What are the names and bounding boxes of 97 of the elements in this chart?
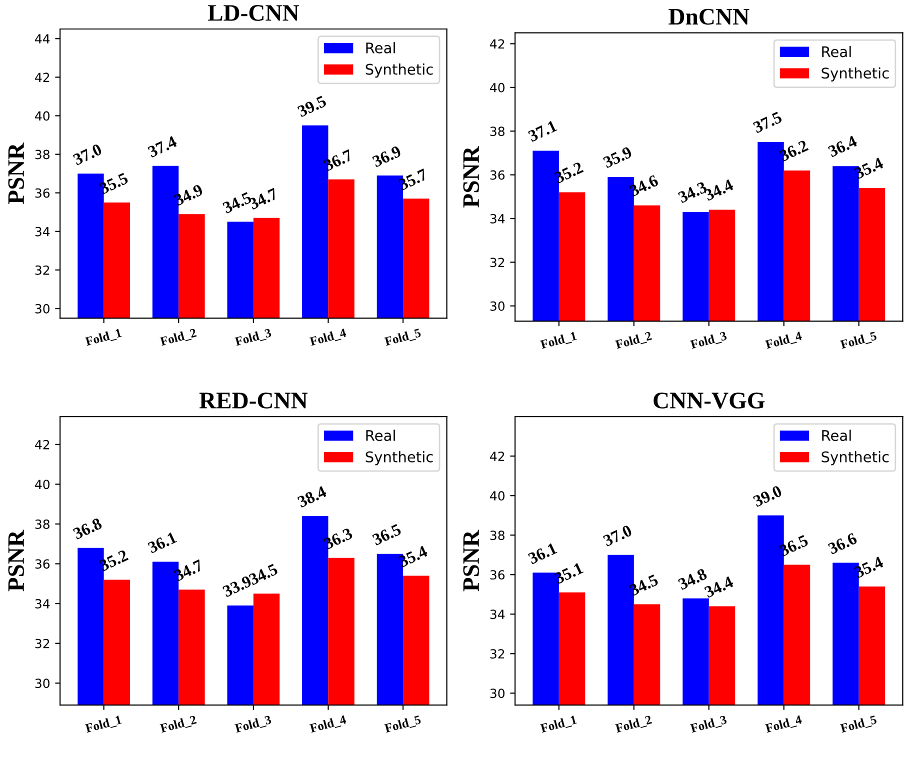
data-label: 37.0 (72, 143, 103, 166)
data-label: 35.5 (98, 172, 129, 194)
x-tick-label: Fold_3 (234, 714, 272, 734)
legend-label: Synthetic (366, 64, 433, 78)
data-label: 37.4 (147, 136, 178, 158)
y-tick-label: 40 (490, 491, 505, 501)
y-tick-label: 32 (35, 638, 50, 648)
y-tick-label: 36 (35, 559, 50, 569)
data-label: 35.2 (98, 549, 129, 572)
chart-title: RED-CNN (199, 392, 308, 408)
y-tick-label: 38 (35, 519, 50, 529)
y-tick-label: 38 (35, 150, 50, 160)
chart-title: DnCNN (668, 8, 750, 25)
data-label: 36.5 (778, 534, 809, 557)
data-label: 37.1 (528, 120, 558, 142)
legend-label: Synthetic (822, 67, 889, 82)
legend-label: Real (366, 430, 395, 442)
data-label: 34.7 (173, 559, 204, 582)
data-label: 36.4 (827, 135, 858, 158)
y-tick-label: 38 (490, 126, 504, 136)
x-tick-label: Fold_5 (384, 328, 422, 348)
x-tick-label: Fold_1 (540, 331, 578, 350)
legend-label: Synthetic (366, 451, 433, 466)
x-tick-label: Fold_2 (160, 328, 198, 348)
y-tick-label: 40 (35, 111, 50, 121)
y-tick-label: 42 (490, 39, 504, 48)
chart-title: LD-CNN (208, 5, 300, 21)
data-label: 35.4 (854, 556, 884, 578)
data-label: 37.5 (752, 111, 783, 134)
data-label: 35.2 (554, 162, 584, 184)
y-tick-label: 36 (35, 188, 50, 198)
data-label: 36.5 (372, 524, 402, 546)
x-tick-label: Fold_4 (764, 714, 803, 734)
data-label: 35.1 (554, 562, 584, 584)
legend-label: Synthetic (822, 451, 889, 466)
y-axis-title: PSNR (463, 530, 480, 592)
y-tick-label: 34 (35, 226, 50, 236)
x-tick-label: Fold_1 (540, 714, 578, 734)
x-tick-label: Fold_4 (309, 328, 348, 348)
y-tick-label: 34 (490, 214, 505, 224)
data-label: 39.0 (752, 485, 783, 508)
chart-title: CNN-VGG (654, 392, 765, 409)
x-tick-label: Fold_3 (690, 331, 728, 350)
y-tick-label: 36 (490, 570, 505, 580)
y-tick-label: 32 (490, 258, 504, 268)
data-label: 35.4 (854, 157, 884, 180)
x-tick-label: Fold_2 (614, 714, 652, 734)
y-tick-label: 32 (490, 649, 504, 659)
y-tick-label: 34 (490, 610, 505, 620)
x-tick-label: Fold_1 (84, 714, 122, 734)
data-label: 36.8 (72, 518, 103, 540)
x-tick-label: Fold_1 (84, 328, 122, 348)
x-tick-label: Fold_5 (840, 331, 878, 350)
data-label: 36.9 (372, 145, 402, 168)
legend-label: Real (822, 46, 851, 58)
y-tick-label: 42 (35, 72, 50, 82)
data-label: 36.7 (323, 149, 354, 172)
data-label: 37.0 (602, 524, 633, 547)
data-label: 35.7 (398, 168, 428, 191)
x-tick-label: Fold_4 (764, 331, 803, 350)
data-label: 36.1 (528, 542, 558, 564)
data-label: 36.6 (827, 532, 858, 555)
data-label: 39.5 (296, 95, 327, 118)
y-tick-label: 42 (490, 452, 504, 461)
y-axis-title: PSNR (8, 142, 24, 204)
data-label: 36.2 (778, 140, 809, 162)
legend-label: Real (822, 430, 851, 442)
data-label: 35.4 (398, 545, 428, 568)
x-tick-label: Fold_4 (309, 714, 348, 734)
y-tick-label: 38 (490, 530, 504, 540)
data-label: 34.6 (628, 174, 659, 197)
y-axis-title: PSNR (463, 146, 480, 208)
x-tick-label: Fold_2 (614, 331, 652, 350)
x-tick-label: Fold_2 (160, 714, 198, 734)
data-label: 34.9 (173, 184, 204, 206)
x-tick-label: Fold_3 (690, 714, 728, 734)
data-label: 38.4 (296, 486, 328, 508)
data-label: 35.9 (602, 146, 633, 168)
data-label: 36.1 (147, 532, 178, 554)
x-tick-label: Fold_5 (384, 714, 422, 734)
y-tick-label: 30 (35, 304, 50, 314)
y-tick-label: 34 (35, 599, 50, 608)
y-tick-label: 30 (490, 688, 505, 698)
x-tick-label: Fold_3 (234, 328, 272, 348)
y-tick-label: 40 (35, 480, 50, 490)
data-label: 36.3 (323, 528, 354, 550)
legend-label: Real (366, 42, 395, 54)
y-tick-label: 30 (490, 301, 505, 311)
y-tick-label: 32 (35, 265, 50, 275)
y-tick-label: 42 (35, 440, 50, 450)
y-tick-label: 40 (490, 82, 505, 92)
y-tick-label: 44 (35, 34, 50, 44)
x-tick-label: Fold_5 (840, 714, 878, 734)
y-axis-title: PSNR (8, 530, 24, 592)
y-tick-label: 30 (35, 678, 50, 688)
y-tick-label: 36 (490, 170, 505, 180)
data-label: 34.5 (628, 574, 659, 596)
